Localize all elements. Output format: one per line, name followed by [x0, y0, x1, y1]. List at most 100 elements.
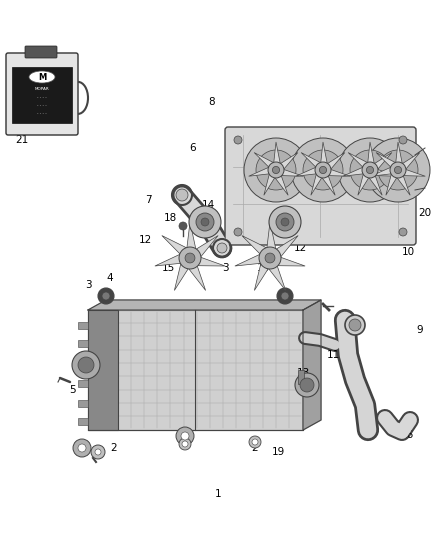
Bar: [78, 380, 88, 387]
Circle shape: [281, 292, 289, 300]
Bar: [88, 310, 118, 430]
Circle shape: [72, 351, 100, 379]
Polygon shape: [328, 152, 345, 169]
Circle shape: [185, 253, 195, 263]
Polygon shape: [198, 257, 225, 266]
Bar: [78, 322, 88, 329]
Text: 19: 19: [272, 447, 285, 457]
Circle shape: [291, 138, 355, 202]
Polygon shape: [386, 174, 397, 195]
Text: 15: 15: [256, 263, 270, 273]
Circle shape: [179, 247, 201, 269]
Polygon shape: [403, 152, 420, 169]
Polygon shape: [348, 152, 367, 167]
Text: MOPAR: MOPAR: [35, 87, 49, 91]
Text: 15: 15: [161, 263, 175, 273]
Circle shape: [234, 228, 242, 236]
Text: 10: 10: [402, 247, 414, 257]
Circle shape: [303, 150, 343, 190]
Text: 8: 8: [208, 97, 215, 107]
Polygon shape: [174, 264, 188, 290]
Text: 16: 16: [400, 430, 413, 440]
Circle shape: [179, 438, 191, 450]
Polygon shape: [369, 176, 382, 195]
Polygon shape: [396, 142, 402, 163]
Circle shape: [98, 288, 114, 304]
Circle shape: [315, 162, 331, 178]
Bar: [298, 370, 304, 384]
Circle shape: [176, 189, 188, 201]
Polygon shape: [267, 222, 276, 248]
Circle shape: [281, 218, 289, 226]
Circle shape: [265, 253, 275, 263]
Circle shape: [78, 357, 94, 373]
Text: 2: 2: [111, 443, 117, 453]
Polygon shape: [282, 169, 303, 176]
Circle shape: [349, 319, 361, 331]
FancyBboxPatch shape: [25, 46, 57, 58]
Circle shape: [181, 432, 189, 440]
Bar: [12, 67, 72, 123]
FancyBboxPatch shape: [225, 127, 416, 245]
Polygon shape: [235, 254, 260, 266]
Circle shape: [277, 288, 293, 304]
Circle shape: [252, 439, 258, 445]
Circle shape: [319, 166, 327, 174]
Polygon shape: [328, 169, 350, 176]
Text: 9: 9: [417, 325, 423, 335]
Text: 4: 4: [107, 273, 113, 283]
Polygon shape: [274, 142, 280, 163]
Circle shape: [268, 162, 284, 178]
Circle shape: [350, 150, 390, 190]
Polygon shape: [376, 169, 397, 176]
Polygon shape: [371, 167, 391, 176]
Polygon shape: [397, 176, 410, 195]
Polygon shape: [275, 176, 288, 195]
FancyBboxPatch shape: [6, 53, 78, 135]
Polygon shape: [196, 236, 218, 257]
Polygon shape: [249, 167, 269, 176]
Circle shape: [182, 441, 188, 447]
Circle shape: [201, 218, 209, 226]
Text: 6: 6: [190, 143, 196, 153]
Circle shape: [295, 373, 319, 397]
Circle shape: [91, 445, 105, 459]
Text: 14: 14: [201, 200, 215, 210]
Circle shape: [345, 315, 365, 335]
Polygon shape: [311, 174, 321, 195]
Circle shape: [367, 166, 374, 174]
Text: 7: 7: [145, 195, 151, 205]
Polygon shape: [296, 167, 316, 176]
Circle shape: [269, 206, 301, 238]
Polygon shape: [254, 152, 273, 167]
Bar: [88, 310, 303, 430]
Polygon shape: [281, 152, 298, 169]
Polygon shape: [303, 300, 321, 430]
Text: 14: 14: [288, 205, 302, 215]
Circle shape: [176, 427, 194, 445]
Text: 3: 3: [85, 280, 91, 290]
Circle shape: [249, 436, 261, 448]
Polygon shape: [404, 169, 425, 176]
Polygon shape: [322, 176, 335, 195]
Text: 13: 13: [297, 368, 310, 378]
Bar: [78, 340, 88, 347]
Circle shape: [366, 138, 430, 202]
Circle shape: [102, 292, 110, 300]
Circle shape: [399, 136, 407, 144]
Polygon shape: [187, 222, 196, 248]
Circle shape: [196, 213, 214, 231]
Text: - - - -: - - - -: [37, 111, 47, 115]
Polygon shape: [264, 174, 275, 195]
Bar: [78, 400, 88, 407]
Text: M: M: [38, 72, 46, 82]
Polygon shape: [301, 152, 320, 167]
Bar: [78, 418, 88, 425]
Text: 1: 1: [215, 489, 221, 499]
Circle shape: [399, 228, 407, 236]
Circle shape: [234, 136, 242, 144]
Polygon shape: [321, 142, 327, 163]
Circle shape: [272, 166, 279, 174]
Text: 12: 12: [138, 235, 152, 245]
Text: 3: 3: [222, 263, 228, 273]
